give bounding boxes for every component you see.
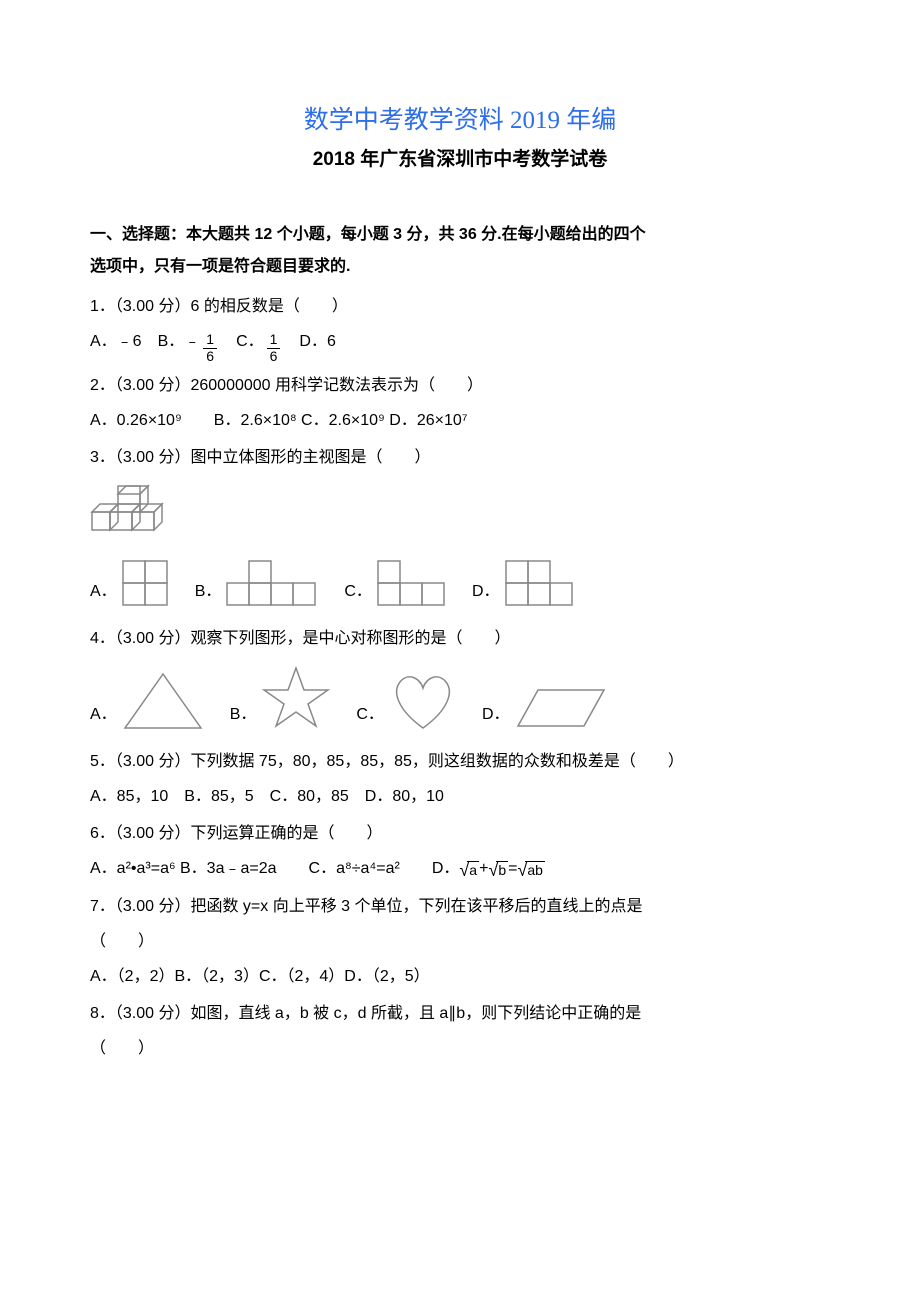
q1-options: A．﹣6 B． ﹣ 1 6 C． 1 6 D．6 — [90, 324, 830, 366]
section-header: 一、选择题：本大题共 12 个小题，每小题 3 分，共 36 分.在每小题给出的… — [90, 219, 830, 283]
q1-optD: D．6 — [283, 324, 335, 359]
sqrt-b-content: b — [496, 861, 508, 879]
q4-option-c: C． — [356, 670, 458, 732]
frac-den: 6 — [267, 349, 281, 364]
q3-option-c: C． — [344, 559, 448, 609]
q6-eq: = — [508, 851, 517, 886]
q4-options-row: A． B． C． D． — [90, 664, 830, 732]
q3-optA-label: A． — [90, 574, 117, 609]
sqrt-a: √ a — [459, 861, 479, 879]
question-6: 6．（3.00 分）下列运算正确的是（ ） A．a²•a³=a⁶ B．3a﹣a=… — [90, 816, 830, 886]
star-icon — [260, 664, 332, 732]
q3-options-row: A． B． — [90, 559, 830, 609]
q4-option-a: A． — [90, 670, 206, 732]
q7-text2: （ ） — [90, 924, 830, 959]
question-7: 7．（3.00 分）把函数 y=x 向上平移 3 个单位，下列在该平移后的直线上… — [90, 889, 830, 995]
section-line1: 一、选择题：本大题共 12 个小题，每小题 3 分，共 36 分.在每小题给出的… — [90, 226, 646, 243]
q4-optC-label: C． — [356, 697, 384, 732]
sqrt-a-content: a — [467, 861, 479, 879]
question-5: 5．（3.00 分）下列数据 75，80，85，85，85，则这组数据的众数和极… — [90, 744, 830, 814]
q4-text: 4．（3.00 分）观察下列图形，是中心对称图形的是（ ） — [90, 621, 830, 656]
q3-option-d: D． — [472, 559, 576, 609]
q2-text: 2．（3.00 分）260000000 用科学记数法表示为（ ） — [90, 368, 830, 403]
q8-text2: （ ） — [90, 1031, 830, 1066]
fraction-1-6-a: 1 6 — [203, 332, 217, 364]
q3-optC-figure — [376, 559, 448, 609]
q5-text: 5．（3.00 分）下列数据 75，80，85，85，85，则这组数据的众数和极… — [90, 744, 830, 779]
q3-option-b: B． — [195, 559, 321, 609]
question-8: 8．（3.00 分）如图，直线 a，b 被 c，d 所截，且 a∥b，则下列结论… — [90, 996, 830, 1066]
q4-option-d: D． — [482, 684, 609, 732]
q1-optA-prefix: A．﹣6 B． — [90, 324, 184, 359]
q6-options: A．a²•a³=a⁶ B．3a﹣a=2a C．a⁸÷a⁴=a² D． √ a +… — [90, 851, 830, 886]
q1-neg: ﹣ — [184, 324, 200, 359]
question-4: 4．（3.00 分）观察下列图形，是中心对称图形的是（ ） A． B． C． D… — [90, 621, 830, 732]
sqrt-b: √ b — [488, 861, 508, 879]
q3-3d-figure — [90, 482, 180, 532]
question-1: 1．（3.00 分）6 的相反数是（ ） A．﹣6 B． ﹣ 1 6 C． 1 … — [90, 289, 830, 366]
q7-text: 7．（3.00 分）把函数 y=x 向上平移 3 个单位，下列在该平移后的直线上… — [90, 889, 830, 924]
frac-num: 1 — [203, 332, 217, 348]
q4-option-b: B． — [230, 664, 333, 732]
main-title: 2018 年广东省深圳市中考数学试卷 — [90, 144, 830, 171]
question-2: 2．（3.00 分）260000000 用科学记数法表示为（ ） A．0.26×… — [90, 368, 830, 438]
colored-header: 数学中考教学资料 2019 年编 — [90, 100, 830, 136]
q3-text: 3．（3.00 分）图中立体图形的主视图是（ ） — [90, 440, 830, 475]
q6-optABC: A．a²•a³=a⁶ B．3a﹣a=2a C．a⁸÷a⁴=a² D． — [90, 851, 459, 886]
question-3: 3．（3.00 分）图中立体图形的主视图是（ ） A． — [90, 440, 830, 608]
section-line2: 选项中，只有一项是符合题目要求的. — [90, 258, 350, 275]
fraction-1-6-b: 1 6 — [267, 332, 281, 364]
q3-optB-label: B． — [195, 574, 222, 609]
frac-den: 6 — [203, 349, 217, 364]
q3-optD-label: D． — [472, 574, 500, 609]
sqrt-ab-content: ab — [525, 861, 545, 879]
q2-options: A．0.26×10⁹ B．2.6×10⁸ C．2.6×10⁹ D．26×10⁷ — [90, 403, 830, 438]
q5-options: A．85，10 B．85，5 C．80，85 D．80，10 — [90, 779, 830, 814]
q4-optA-label: A． — [90, 697, 117, 732]
q8-text: 8．（3.00 分）如图，直线 a，b 被 c，d 所截，且 a∥b，则下列结论… — [90, 996, 830, 1031]
heart-icon — [388, 670, 458, 732]
q4-optB-label: B． — [230, 697, 257, 732]
q7-options: A．（2，2）B．（2，3）C．（2，4）D．（2，5） — [90, 959, 830, 994]
q3-optA-figure — [121, 559, 171, 609]
q1-optC-prefix: C． — [220, 324, 264, 359]
q4-optD-label: D． — [482, 697, 510, 732]
q3-optD-figure — [504, 559, 576, 609]
q1-text: 1．（3.00 分）6 的相反数是（ ） — [90, 289, 830, 324]
parallelogram-icon — [514, 684, 609, 732]
sqrt-ab: √ ab — [517, 861, 544, 879]
q3-optC-label: C． — [344, 574, 372, 609]
q6-text: 6．（3.00 分）下列运算正确的是（ ） — [90, 816, 830, 851]
q3-optB-figure — [225, 559, 320, 609]
triangle-icon — [121, 670, 206, 732]
q6-plus: + — [479, 851, 488, 886]
frac-num: 1 — [267, 332, 281, 348]
q3-option-a: A． — [90, 559, 171, 609]
